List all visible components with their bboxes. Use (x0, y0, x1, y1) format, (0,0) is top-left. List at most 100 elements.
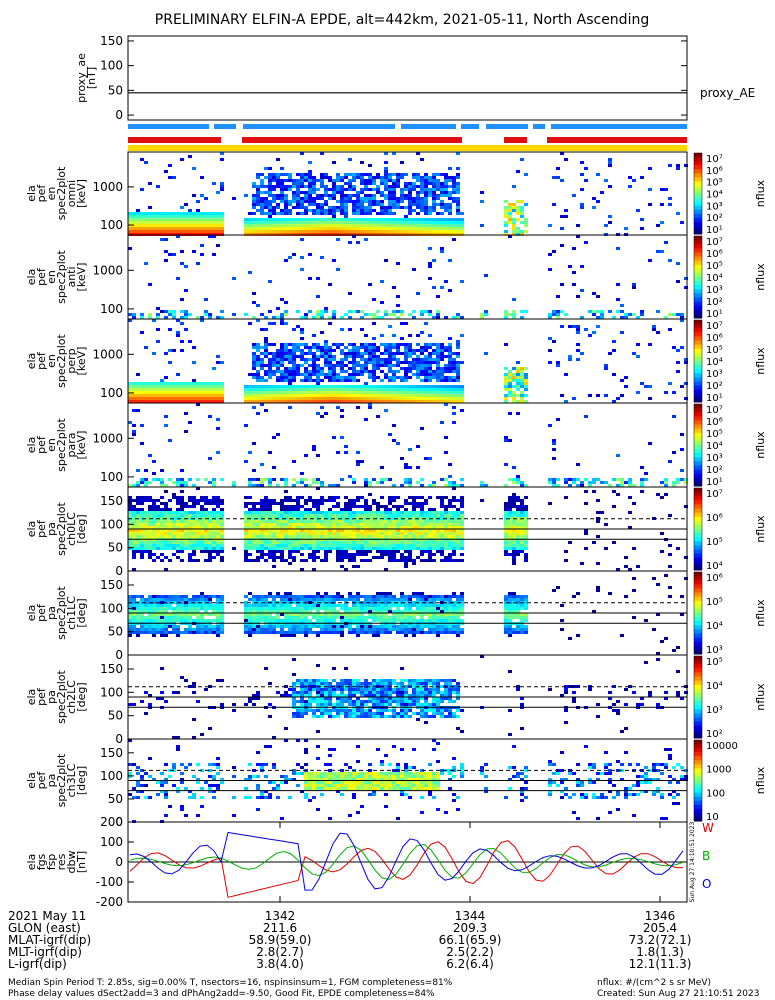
heat-cell (392, 376, 396, 379)
heat-cell (680, 385, 684, 388)
heat-cell (176, 227, 180, 230)
heat-cell (304, 523, 308, 526)
heat-cell (172, 523, 176, 526)
heat-cell (608, 221, 612, 224)
heat-cell (360, 496, 364, 499)
heat-cell (184, 532, 188, 535)
heat-cell (156, 307, 160, 310)
heat-cell (340, 550, 344, 553)
heat-cell (252, 511, 256, 514)
heat-cell (504, 379, 508, 382)
heat-cell (412, 523, 416, 526)
heat-cell (356, 394, 360, 397)
heat-cell (332, 212, 336, 215)
heat-cell (616, 454, 620, 457)
heat-cell (592, 541, 596, 544)
heat-cell (212, 610, 216, 613)
heat-cell (252, 520, 256, 523)
heat-cell (128, 385, 132, 388)
heat-cell (176, 529, 180, 532)
heat-cell (380, 532, 384, 535)
heat-cell (660, 188, 664, 191)
heat-cell (176, 215, 180, 218)
heat-cell (444, 280, 448, 283)
heat-cell (176, 496, 180, 499)
heat-cell (300, 238, 304, 241)
heat-cell (140, 331, 144, 334)
heat-cell (140, 613, 144, 616)
heat-cell (352, 224, 356, 227)
heat-cell (168, 391, 172, 394)
heat-cell (420, 550, 424, 553)
heat-cell (316, 277, 320, 280)
heat-cell (508, 221, 512, 224)
heat-cell (292, 394, 296, 397)
heat-cell (632, 352, 636, 355)
heat-cell (172, 547, 176, 550)
heat-cell (576, 331, 580, 334)
heat-cell (168, 215, 172, 218)
heat-cell (412, 526, 416, 529)
heat-cell (216, 400, 220, 403)
heat-cell (160, 502, 164, 505)
heat-cell (680, 469, 684, 472)
heat-cell (164, 604, 168, 607)
heat-cell (308, 496, 312, 499)
heat-cell (512, 206, 516, 209)
heat-cell (284, 532, 288, 535)
heat-cell (440, 227, 444, 230)
heat-cell (648, 203, 652, 206)
heat-cell (352, 514, 356, 517)
heat-cell (160, 628, 164, 631)
heat-cell (332, 259, 336, 262)
heat-cell (512, 379, 516, 382)
heat-cell (384, 514, 388, 517)
heat-cell (196, 559, 200, 562)
heat-cell (320, 484, 324, 487)
heat-cell (364, 367, 368, 370)
heat-cell (148, 556, 152, 559)
heat-cell (188, 397, 192, 400)
heat-cell (448, 514, 452, 517)
heat-cell (416, 194, 420, 197)
heat-cell (524, 203, 528, 206)
heat-cell (388, 212, 392, 215)
heat-cell (356, 221, 360, 224)
heat-cell (320, 367, 324, 370)
heat-cell (416, 397, 420, 400)
heat-cell (336, 550, 340, 553)
heat-cell (416, 218, 420, 221)
heat-cell (428, 370, 432, 373)
heat-cell (440, 250, 444, 253)
heat-cell (380, 523, 384, 526)
heat-cell (404, 230, 408, 233)
heat-cell (552, 310, 556, 313)
heat-cell (128, 547, 132, 550)
heat-cell (288, 529, 292, 532)
heat-cell (332, 499, 336, 502)
heat-cell (152, 505, 156, 508)
heat-cell (384, 358, 388, 361)
heat-cell (372, 188, 376, 191)
heat-cell (352, 310, 356, 313)
heat-cell (164, 218, 168, 221)
heat-cell (328, 224, 332, 227)
heat-cell (160, 385, 164, 388)
heat-cell (460, 397, 464, 400)
heat-cell (372, 397, 376, 400)
heat-cell (204, 607, 208, 610)
heat-cell (456, 511, 460, 514)
heat-cell (344, 212, 348, 215)
heat-cell (364, 505, 368, 508)
heat-cell (164, 634, 168, 637)
heat-cell (252, 388, 256, 391)
heat-cell (300, 514, 304, 517)
heat-cell (508, 526, 512, 529)
heat-cell (388, 379, 392, 382)
heat-cell (452, 535, 456, 538)
heat-cell (348, 397, 352, 400)
heat-cell (196, 535, 200, 538)
heat-cell (204, 310, 208, 313)
heat-cell (200, 613, 204, 616)
heat-cell (520, 505, 524, 508)
